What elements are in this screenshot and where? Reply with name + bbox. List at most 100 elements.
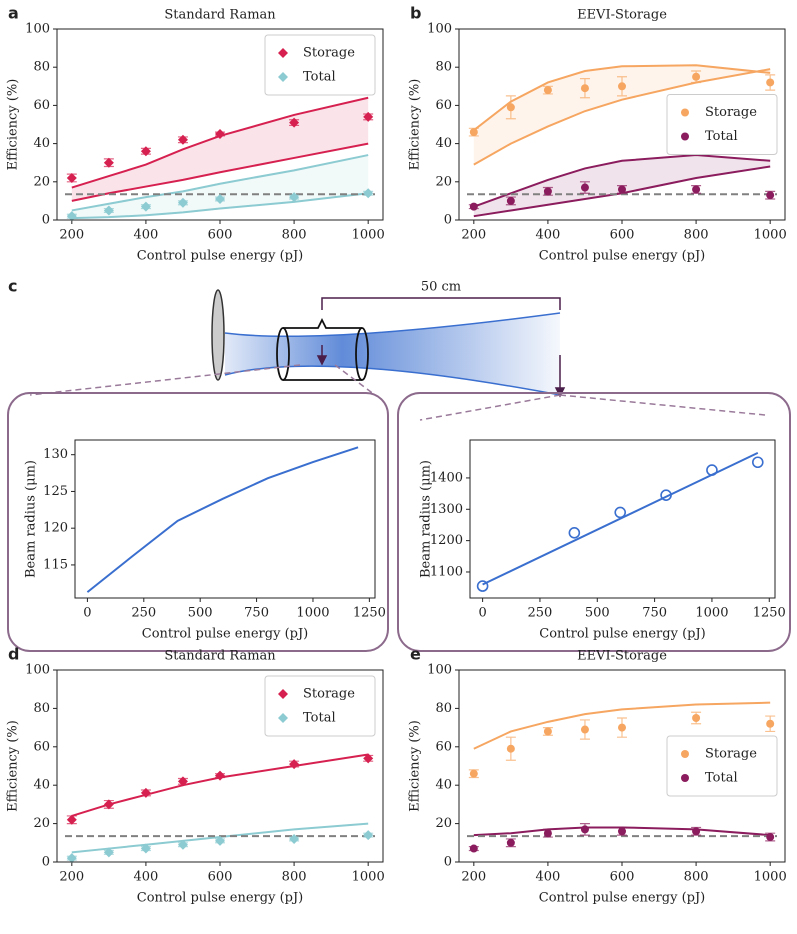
marker: [506, 838, 515, 847]
chart-title: Standard Raman: [164, 8, 276, 23]
marker: [363, 188, 374, 199]
panel-label: b: [410, 4, 421, 23]
lens: [211, 289, 225, 381]
marker: [543, 86, 552, 95]
marker: [543, 829, 552, 838]
band-upper: [473, 154, 771, 208]
plot-frame: [458, 28, 786, 221]
legend-label: Storage: [705, 747, 757, 762]
legend-label: Storage: [705, 105, 757, 120]
x-axis-label: Control pulse energy (pJ): [137, 891, 304, 906]
x-tick-label: 600: [208, 870, 233, 885]
marker: [289, 117, 300, 128]
marker: [476, 580, 489, 592]
x-tick-label: 0: [83, 606, 91, 621]
marker: [766, 191, 775, 200]
marker: [363, 830, 374, 841]
legend-label: Storage: [303, 46, 355, 61]
marker: [215, 129, 225, 140]
marker: [140, 201, 151, 212]
marker: [215, 835, 225, 846]
x-tick-label: 800: [282, 870, 307, 885]
y-tick-label: 100: [427, 22, 452, 37]
marker: [618, 723, 626, 732]
marker: [614, 506, 627, 519]
band-upper: [71, 154, 369, 212]
y-tick-label: 80: [435, 701, 452, 716]
y-tick-label: 80: [435, 60, 452, 75]
y-axis-label: Efficiency (%): [408, 720, 423, 812]
y-axis-label: Beam radius (μm): [24, 460, 39, 578]
marker: [580, 725, 589, 734]
marker: [506, 744, 515, 753]
x-tick-label: 750: [642, 606, 667, 621]
band-upper: [71, 96, 369, 189]
legend-marker: [681, 132, 689, 141]
x-tick-label: 750: [244, 606, 269, 621]
x-axis-label: Control pulse energy (pJ): [142, 627, 309, 642]
x-tick-label: 600: [610, 870, 635, 885]
marker: [766, 719, 775, 728]
y-tick-label: 20: [435, 174, 452, 189]
legend-label: Storage: [303, 687, 355, 702]
fit-line: [86, 446, 359, 593]
x-tick-label: 1000: [695, 606, 728, 621]
marker: [140, 843, 151, 854]
x-axis-label: Control pulse energy (pJ): [539, 891, 706, 906]
marker: [177, 839, 188, 850]
x-tick-label: 400: [535, 870, 560, 885]
marker: [66, 853, 77, 864]
marker: [66, 814, 77, 825]
x-tick-label: 200: [59, 870, 84, 885]
y-tick-label: 115: [43, 557, 68, 572]
marker: [469, 128, 478, 137]
marker: [103, 205, 114, 216]
cell-end: [355, 327, 369, 381]
y-tick-label: 80: [33, 701, 50, 716]
y-tick-label: 120: [43, 521, 68, 536]
x-tick-label: 200: [461, 870, 486, 885]
marker: [177, 776, 188, 787]
x-tick-label: 500: [188, 606, 213, 621]
marker: [215, 770, 225, 781]
x-tick-label: 800: [684, 228, 709, 243]
legend-box: [666, 94, 778, 155]
marker: [177, 197, 188, 208]
marker: [66, 211, 77, 222]
y-tick-label: 20: [33, 816, 50, 831]
marker: [66, 172, 77, 183]
y-tick-label: 40: [435, 778, 452, 793]
x-tick-label: 500: [585, 606, 610, 621]
plot-frame: [56, 28, 384, 221]
y-tick-label: 130: [43, 447, 68, 462]
marker: [140, 787, 151, 798]
x-tick-label: 1000: [754, 870, 787, 885]
y-tick-label: 1100: [430, 564, 463, 579]
legend-label: Total: [303, 70, 336, 85]
legend-marker: [681, 108, 689, 117]
x-tick-label: 200: [59, 228, 84, 243]
marker: [766, 833, 775, 842]
plot-frame: [469, 439, 776, 599]
marker: [506, 103, 515, 112]
x-tick-label: 200: [461, 228, 486, 243]
plot-frame: [458, 669, 786, 863]
arrow: [316, 345, 566, 398]
y-tick-label: 40: [33, 778, 50, 793]
marker: [692, 714, 701, 722]
y-tick-label: 20: [435, 816, 452, 831]
y-axis-label: Efficiency (%): [408, 79, 423, 171]
y-axis-label: Efficiency (%): [6, 720, 21, 812]
legend-marker: [278, 72, 288, 82]
x-axis-label: Control pulse energy (pJ): [137, 249, 304, 264]
y-tick-label: 0: [444, 855, 452, 870]
x-tick-label: 1000: [352, 228, 385, 243]
legend-label: Total: [705, 771, 738, 786]
legend-box: [264, 34, 376, 96]
marker: [766, 78, 775, 87]
marker: [469, 202, 478, 211]
marker: [752, 456, 764, 469]
x-axis-label: Control pulse energy (pJ): [539, 249, 706, 264]
y-tick-label: 60: [435, 739, 452, 754]
y-tick-label: 125: [43, 484, 68, 499]
